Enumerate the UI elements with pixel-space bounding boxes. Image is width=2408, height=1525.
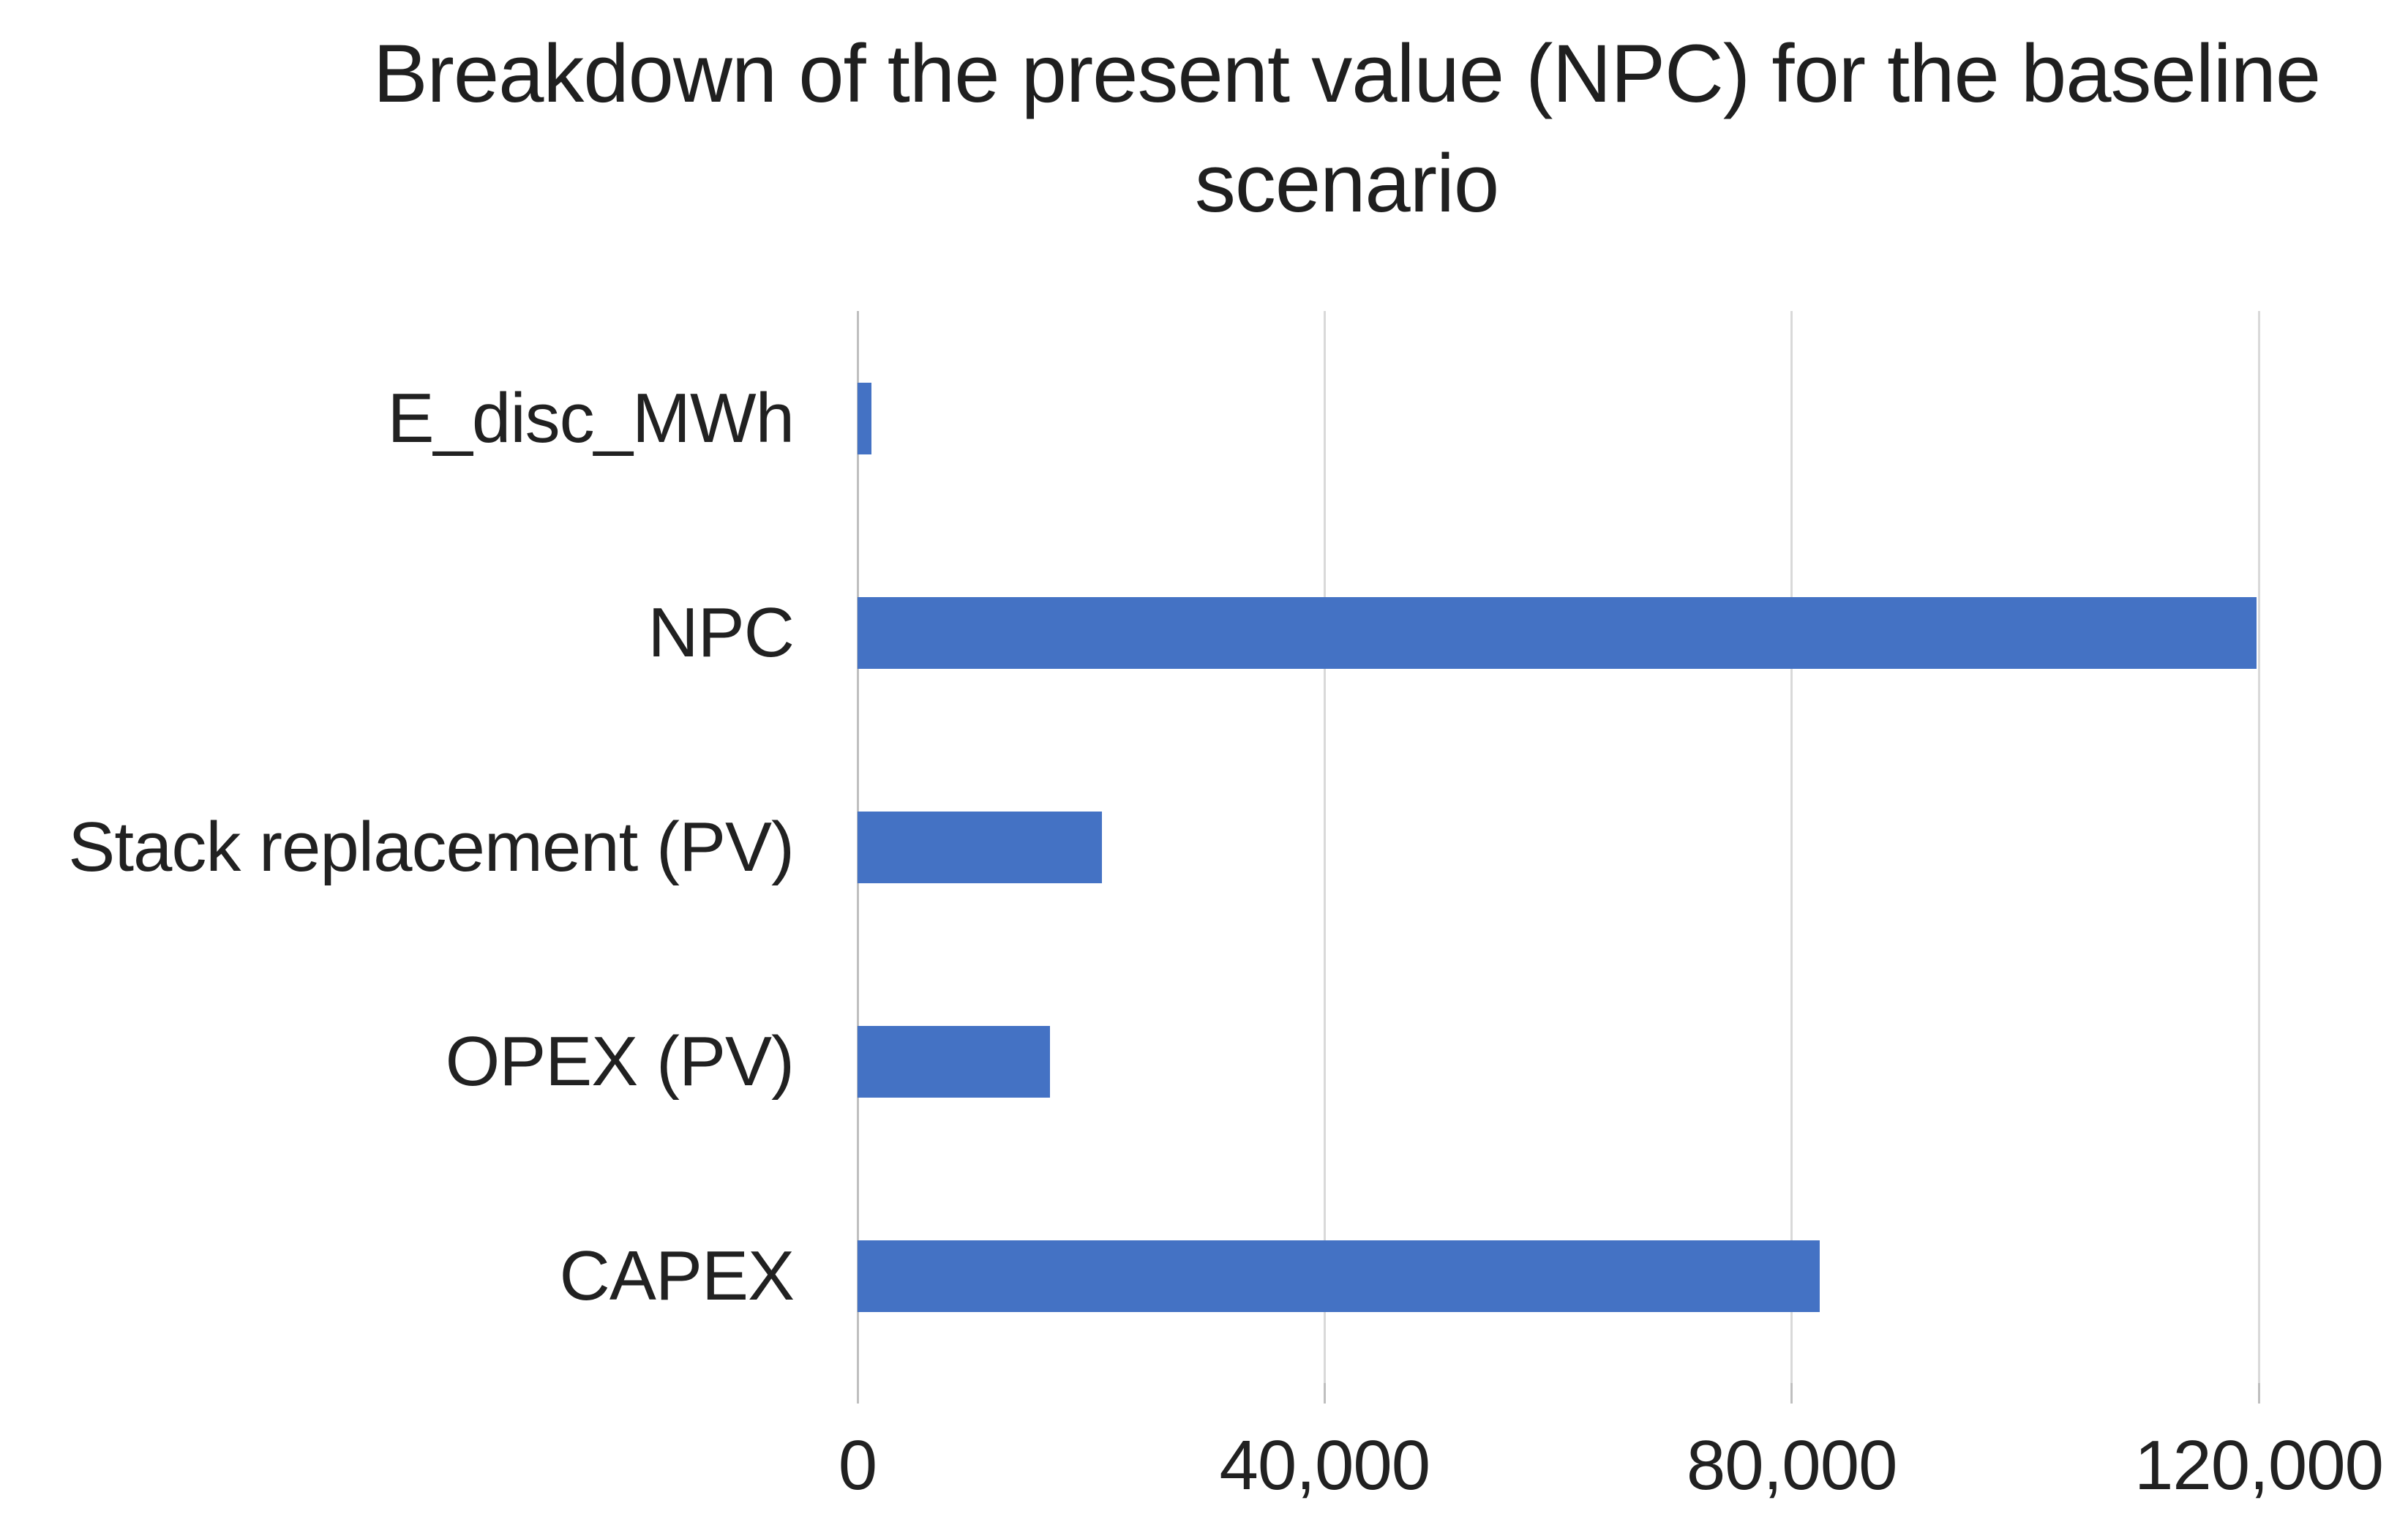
gridline: [2257, 311, 2260, 1383]
x-tick-label: 40,000: [1219, 1426, 1431, 1505]
bar: [858, 382, 872, 454]
category-label: OPEX (PV): [445, 1022, 795, 1101]
category-label: E_disc_MWh: [387, 379, 795, 457]
bar: [858, 811, 1102, 883]
x-tick-label: 120,000: [2134, 1426, 2384, 1505]
gridline: [1323, 311, 1326, 1383]
bar: [858, 1240, 1820, 1312]
axis-tick: [856, 1383, 859, 1404]
chart-title-line-1: Breakdown of the present value (NPC) for…: [372, 28, 2321, 119]
category-label: CAPEX: [559, 1237, 795, 1315]
x-tick-label: 80,000: [1686, 1426, 1898, 1505]
bar: [858, 1025, 1051, 1098]
axis-tick: [1323, 1383, 1326, 1404]
x-tick-label: 0: [838, 1426, 877, 1505]
chart-title: Breakdown of the present value (NPC) for…: [285, 19, 2408, 239]
axis-tick: [2257, 1383, 2260, 1404]
gridline: [1790, 311, 1793, 1383]
category-label: Stack replacement (PV): [68, 808, 795, 886]
chart-title-line-2: scenario: [1194, 138, 1499, 229]
axis-tick: [1790, 1383, 1793, 1404]
category-label: NPC: [648, 593, 795, 672]
bar: [858, 596, 2257, 669]
plot-area: [856, 311, 2260, 1404]
